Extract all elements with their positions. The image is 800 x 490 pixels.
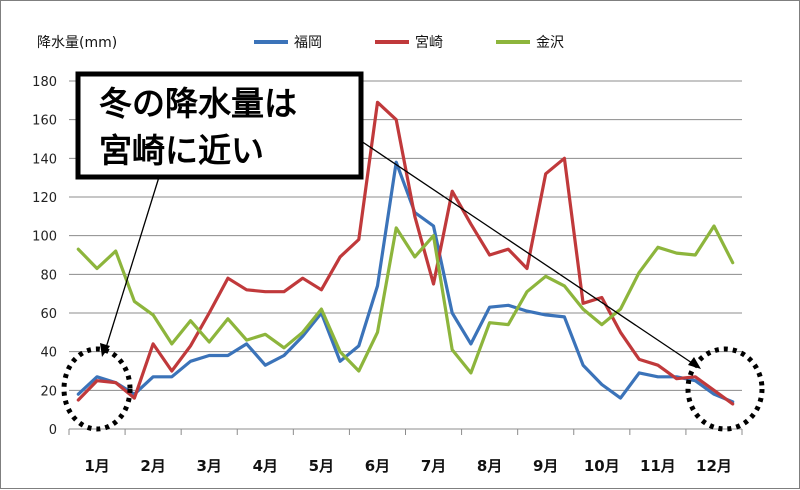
y-tick-label-40: 40 <box>40 346 57 361</box>
x-tick-label-10: 10月 <box>584 457 620 475</box>
y-tick-label-120: 120 <box>32 191 57 206</box>
x-tick-label-6: 6月 <box>365 457 390 475</box>
legend: 福岡 宮崎 金沢 <box>254 35 564 51</box>
annotation-box-frame <box>75 71 364 180</box>
annotation-box: 冬の降水量は 宮崎に近い <box>75 71 364 180</box>
legend-label-2: 宮崎 <box>415 35 443 51</box>
x-tick-label-7: 7月 <box>421 457 446 475</box>
arrow-line-right <box>360 140 696 366</box>
series-line-3 <box>76 224 735 375</box>
y-tick-label-0: 0 <box>49 423 57 438</box>
highlight-circle-january <box>61 346 133 432</box>
x-tick-label-11: 11月 <box>640 457 676 475</box>
x-axis-ticks: 1月 2月 3月 4月 5月 6月 7月 8月 9月 10月 11月 12月 <box>68 429 743 475</box>
annotation-line-2: 宮崎に近い <box>99 131 264 170</box>
arrow-line-left <box>104 176 160 352</box>
highlight-circle-december <box>685 346 765 432</box>
x-tick-label-1: 1月 <box>84 457 109 475</box>
series-line-1 <box>76 160 735 404</box>
x-tick-label-8: 8月 <box>477 457 502 475</box>
annotation-line-1: 冬の降水量は <box>99 84 297 123</box>
series-line-2 <box>76 100 735 406</box>
annotation-marks <box>61 140 765 432</box>
y-tick-label-20: 20 <box>40 384 57 399</box>
x-tick-label-3: 3月 <box>196 457 221 475</box>
x-tick-label-12: 12月 <box>696 457 732 475</box>
y-tick-label-140: 140 <box>32 152 57 167</box>
y-tick-label-100: 100 <box>32 230 57 245</box>
x-tick-label-2: 2月 <box>140 457 165 475</box>
y-axis-label: 降水量(mm) <box>37 35 117 51</box>
legend-label-1: 福岡 <box>294 35 322 51</box>
y-tick-label-180: 180 <box>32 75 57 90</box>
x-tick-label-4: 4月 <box>253 457 278 475</box>
series-lines <box>76 100 735 406</box>
y-axis-ticks: 0 20 40 60 80 100 120 140 160 180 <box>32 75 57 438</box>
legend-label-3: 金沢 <box>536 35 564 51</box>
y-tick-label-80: 80 <box>40 268 57 283</box>
y-tick-label-60: 60 <box>40 307 57 322</box>
x-tick-label-5: 5月 <box>309 457 334 475</box>
x-tick-label-9: 9月 <box>533 457 558 475</box>
y-tick-label-160: 160 <box>32 114 57 129</box>
